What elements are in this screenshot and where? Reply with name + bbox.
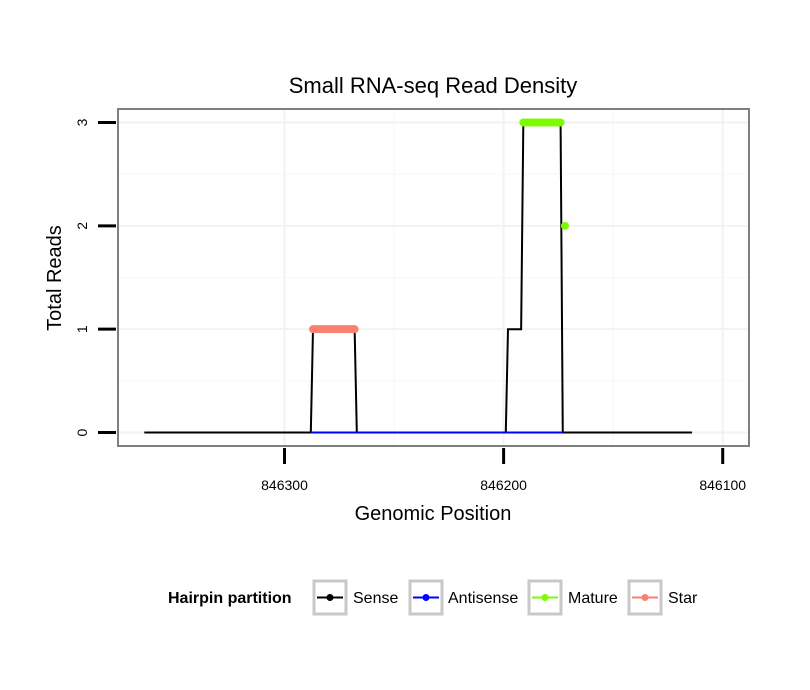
legend-item-antisense: Antisense <box>408 579 518 616</box>
legend-label-star: Star <box>668 590 698 607</box>
x-tick-label: 846300 <box>261 477 308 493</box>
legend-item-mature: Mature <box>527 579 618 616</box>
plot-panel <box>117 108 750 447</box>
mature-data-point <box>556 118 565 127</box>
x-axis: 846300 846200 846100 <box>261 448 746 493</box>
y-tick-label: 3 <box>74 118 90 126</box>
y-tick-label: 0 <box>74 428 90 436</box>
chart-title: Small RNA-seq Read Density <box>289 73 578 98</box>
series-lines <box>144 121 693 434</box>
legend-item-sense: Sense <box>312 579 398 616</box>
legend-label-antisense: Antisense <box>448 590 518 607</box>
legend-label-sense: Sense <box>353 590 398 607</box>
x-tick-label: 846200 <box>480 477 527 493</box>
x-axis-title: Genomic Position <box>355 503 512 525</box>
star-data-point <box>350 325 359 334</box>
plot-border <box>117 108 750 447</box>
sense-series-line <box>144 121 693 434</box>
legend-items: Sense Antisense Mature Star <box>312 579 698 616</box>
legend-key-point <box>541 594 549 601</box>
legend-key-point <box>641 594 649 601</box>
legend: Hairpin partition Sense Antisense Mature St… <box>168 579 698 616</box>
y-tick-label: 2 <box>74 222 90 230</box>
series-points <box>308 118 569 334</box>
legend-key-point <box>326 594 334 601</box>
y-axis: 0 1 2 3 <box>74 118 116 436</box>
legend-title: Hairpin partition <box>168 590 292 607</box>
y-tick-label: 1 <box>74 325 90 333</box>
mature-data-point <box>560 221 569 230</box>
x-tick-label: 846100 <box>699 477 746 493</box>
legend-item-star: Star <box>627 579 698 616</box>
legend-label-mature: Mature <box>568 590 618 607</box>
y-axis-title: Total Reads <box>44 225 66 331</box>
legend-key-point <box>422 594 430 601</box>
